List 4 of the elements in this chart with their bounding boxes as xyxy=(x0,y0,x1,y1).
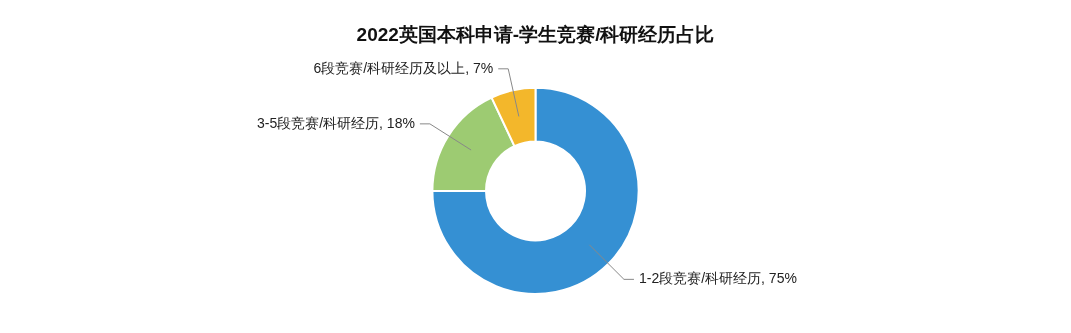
slice-label: 6段竞赛/科研经历及以上, 7% xyxy=(313,59,494,76)
slice-label: 3-5段竞赛/科研经历, 18% xyxy=(256,114,415,131)
slice-label: 1-2段竞赛/科研经历, 75% xyxy=(638,270,797,287)
chart-title: 2022英国本科申请-学生竞赛/科研经历占比 xyxy=(356,23,715,45)
